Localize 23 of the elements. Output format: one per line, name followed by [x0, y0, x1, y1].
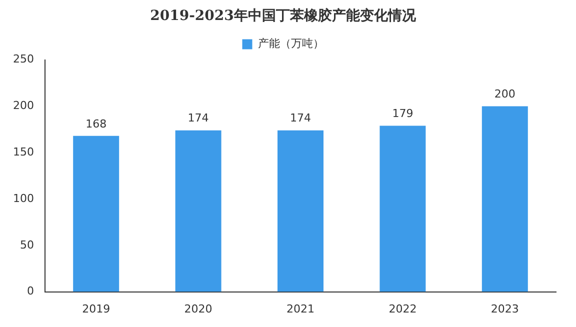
y-tick-label: 150: [12, 145, 34, 158]
y-tick-label: 200: [12, 99, 34, 112]
chart-title: 2019-2023年中国丁苯橡胶产能变化情况: [150, 7, 417, 24]
data-label: 179: [392, 107, 414, 120]
legend-label: 产能（万吨）: [258, 37, 324, 50]
y-tick-label: 50: [20, 238, 34, 252]
data-label: 168: [86, 117, 107, 130]
x-tick-label: 2019: [82, 302, 110, 316]
x-tick-label: 2021: [286, 302, 314, 316]
bar: [380, 126, 426, 292]
y-tick-label: 100: [12, 192, 34, 205]
x-tick-label: 2022: [388, 302, 417, 316]
data-label: 200: [494, 88, 516, 101]
data-label: 174: [290, 112, 311, 125]
bar: [73, 136, 120, 292]
x-tick-label: 2023: [490, 302, 519, 316]
bar: [482, 106, 528, 292]
data-label: 174: [188, 112, 209, 125]
y-tick-label: 250: [12, 52, 34, 66]
y-tick-label: 0: [26, 284, 34, 298]
bar: [175, 130, 222, 292]
x-tick-label: 2020: [184, 302, 212, 316]
bar: [278, 130, 324, 292]
